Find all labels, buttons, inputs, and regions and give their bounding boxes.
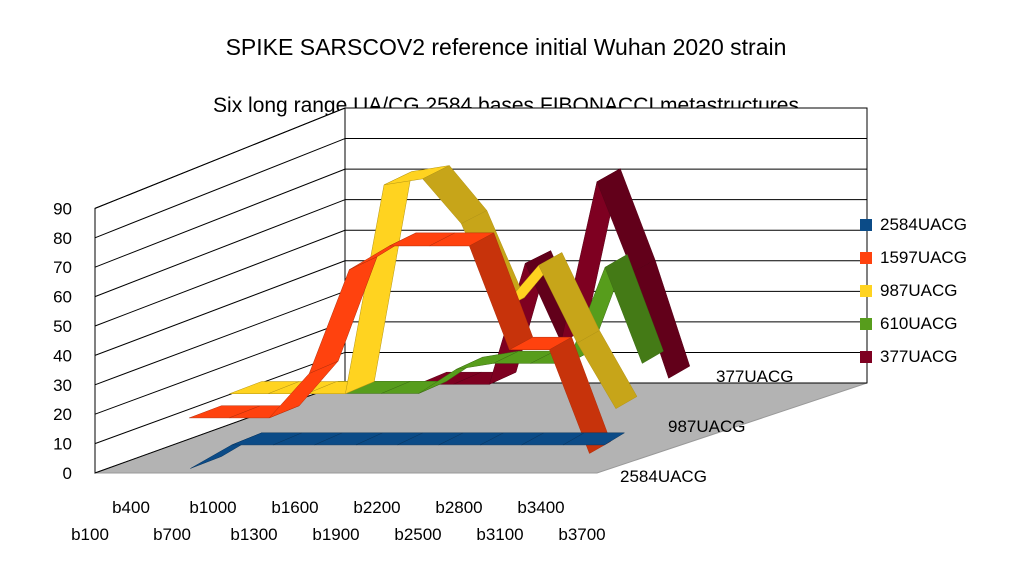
x-tick-label: b2500 [394,525,441,544]
y-tick-label: 10 [53,435,72,454]
x-tick-label: b1900 [312,525,359,544]
depth-tick-label: 377UACG [716,367,793,386]
x-tick-label: b3100 [476,525,523,544]
gridline-left [94,138,346,239]
depth-tick-label: 2584UACG [620,467,707,486]
gridline-left [94,107,346,209]
legend-label: 2584UACG [880,215,967,234]
x-tick-label: b400 [112,498,150,517]
y-tick-label: 90 [53,199,72,218]
x-tick-label: b2200 [353,498,400,517]
x-tick-label: b100 [71,525,109,544]
y-tick-label: 20 [53,405,72,424]
gridline-left [94,229,346,327]
ribbon-segment [604,254,664,364]
legend-swatch [860,252,872,264]
legend-swatch [860,318,872,330]
gridline-left [94,351,346,445]
y-tick-label: 50 [53,317,72,336]
y-tick-label: 30 [53,376,72,395]
depth-tick-label: 987UACG [668,417,745,436]
ribbon-segment [562,432,626,446]
gridline-left [94,199,346,298]
x-tick-label: b3700 [558,525,605,544]
gridline-left [94,168,346,268]
y-tick-label: 60 [53,288,72,307]
x-tick-label: b700 [153,525,191,544]
y-tick-label: 70 [53,258,72,277]
y-tick-label: 80 [53,229,72,248]
ribbon-segment [576,330,638,409]
chart-title: SPIKE SARSCOV2 reference initial Wuhan 2… [225,34,787,60]
chart-series [189,165,691,469]
y-tick-label: 0 [63,464,72,483]
legend-swatch [860,285,872,297]
legend-label: 377UACG [880,347,958,366]
legend-label: 610UACG [880,314,958,333]
legend-label: 987UACG [880,281,958,300]
gridline-left [94,290,346,386]
gridline-left [94,260,346,356]
legend-swatch [860,351,872,363]
series-1597UACG [189,232,611,454]
legend-swatch [860,219,872,231]
x-tick-label: b1300 [230,525,277,544]
x-tick-label: b1600 [271,498,318,517]
x-tick-label: b3400 [517,498,564,517]
x-tick-label: b2800 [435,498,482,517]
y-tick-label: 40 [53,346,72,365]
x-tick-label: b1000 [189,498,236,517]
series-2584UACG [190,432,626,469]
legend-label: 1597UACG [880,248,967,267]
gridline-left [94,321,346,415]
